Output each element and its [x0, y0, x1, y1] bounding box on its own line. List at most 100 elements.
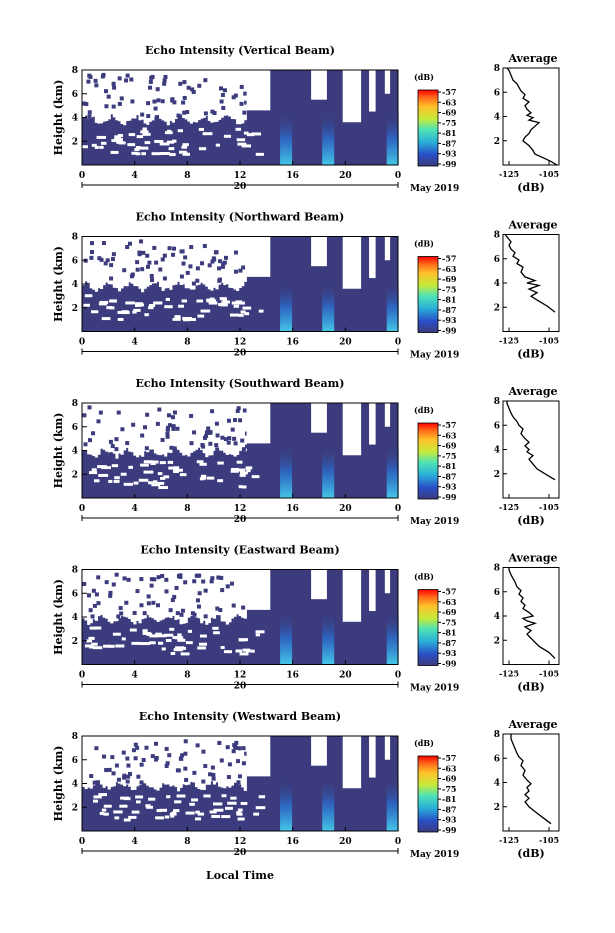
missing-data-cell	[241, 485, 247, 489]
echo-cell	[82, 101, 87, 106]
missing-data-cell	[241, 236, 245, 287]
echo-cell	[141, 757, 146, 762]
missing-data-cell	[215, 236, 219, 290]
missing-data-cell	[189, 736, 193, 783]
echo-cell	[111, 252, 116, 257]
precipitation-streak	[280, 281, 293, 332]
echo-cell	[215, 433, 220, 438]
x-tick-label: 16	[286, 504, 299, 514]
missing-data-cell	[133, 403, 137, 456]
missing-data-cell	[174, 315, 181, 319]
panel-title: Echo Intensity (Southward Beam)	[136, 377, 345, 390]
echo-cell	[152, 245, 157, 250]
colorbar-tick-label: -87	[442, 638, 456, 648]
echo-cell	[178, 756, 183, 761]
x-tick-label: 0	[79, 338, 85, 348]
missing-data-cell	[156, 481, 165, 485]
echo-cell	[210, 109, 215, 114]
echo-cell	[82, 581, 87, 586]
missing-data-cell	[92, 569, 96, 620]
missing-data-cell	[177, 129, 184, 133]
echo-cell	[220, 264, 225, 269]
missing-data-cell	[115, 70, 119, 121]
echo-cell	[94, 592, 99, 597]
missing-data-cell	[157, 472, 163, 476]
missing-data-cell	[230, 736, 235, 786]
missing-data-cell	[115, 403, 119, 459]
missing-data-cell	[236, 138, 246, 142]
missing-data-cell	[161, 736, 165, 784]
echo-cell	[108, 439, 113, 444]
colorbar-unit: (dB)	[414, 72, 434, 82]
missing-data-cell	[148, 481, 154, 485]
echo-cell	[157, 407, 162, 412]
missing-data-cell	[84, 644, 93, 648]
missing-data-cell	[175, 636, 184, 640]
echo-cell	[168, 423, 173, 428]
colorbar-unit: (dB)	[414, 572, 434, 582]
average-y-tick-label: 2	[494, 137, 500, 147]
echo-cell	[154, 260, 159, 265]
missing-data-cell	[199, 477, 205, 481]
missing-data-cell	[202, 132, 213, 136]
missing-data-cell	[170, 652, 176, 656]
precipitation-streak	[386, 281, 399, 332]
missing-data-cell	[159, 569, 163, 621]
missing-data-cell	[156, 236, 160, 282]
missing-data-cell	[212, 736, 217, 785]
missing-data-cell	[146, 70, 150, 125]
missing-data-cell	[187, 736, 191, 785]
colorbar-unit: (dB)	[414, 738, 434, 748]
echo-cell	[135, 260, 140, 265]
missing-data-cell	[179, 569, 183, 625]
echo-cell	[171, 426, 176, 431]
missing-data-cell	[178, 646, 186, 650]
x-tick-label: 0	[395, 171, 401, 181]
missing-data-cell	[112, 632, 121, 636]
echo-cell	[182, 95, 187, 100]
echo-cell	[235, 759, 240, 764]
missing-data-cell	[149, 634, 158, 638]
echo-cell	[170, 598, 175, 603]
echo-cell	[216, 575, 221, 580]
echo-cell	[183, 255, 188, 260]
echo-cell	[194, 573, 199, 578]
date-day-label: 20	[234, 848, 247, 858]
precipitation-streak	[386, 111, 399, 165]
average-y-tick-label: 8	[494, 231, 500, 241]
colorbar-tick-label: -69	[442, 607, 457, 617]
echo-cell	[104, 89, 109, 94]
echo-cell	[184, 777, 189, 782]
missing-data-cell	[155, 816, 165, 820]
y-tick-label: 4	[72, 613, 78, 623]
missing-data-cell	[173, 809, 180, 813]
missing-data-cell	[212, 70, 217, 123]
echo-cell	[226, 418, 231, 423]
x-tick-label: 8	[184, 671, 190, 681]
panel-3: Echo Intensity (Eastward Beam) 2 4 6 8 Height…	[52, 544, 560, 694]
missing-data-cell	[207, 236, 211, 290]
missing-data-cell	[236, 569, 240, 615]
missing-data-cell	[194, 736, 199, 788]
missing-data-cell	[246, 736, 271, 777]
missing-data-cell	[176, 794, 186, 798]
missing-data-cell	[101, 808, 107, 812]
echo-cell	[89, 241, 94, 246]
colorbar	[417, 755, 439, 833]
echo-cell	[239, 84, 244, 89]
x-tick-label: 0	[395, 671, 401, 681]
echo-cell	[195, 278, 200, 283]
missing-data-cell	[156, 809, 162, 813]
missing-data-cell	[114, 816, 120, 820]
missing-data-cell	[94, 736, 98, 781]
echo-cell	[155, 115, 160, 120]
echo-cell	[164, 746, 169, 751]
colorbar-tick-label: -75	[442, 284, 456, 294]
missing-data-cell	[121, 311, 130, 315]
x-tick-label: 12	[234, 338, 247, 348]
missing-data-cell	[108, 479, 113, 483]
missing-data-cell	[155, 632, 162, 636]
missing-data-cell	[89, 471, 98, 475]
missing-data-cell	[143, 470, 154, 474]
echo-cell	[213, 250, 218, 255]
